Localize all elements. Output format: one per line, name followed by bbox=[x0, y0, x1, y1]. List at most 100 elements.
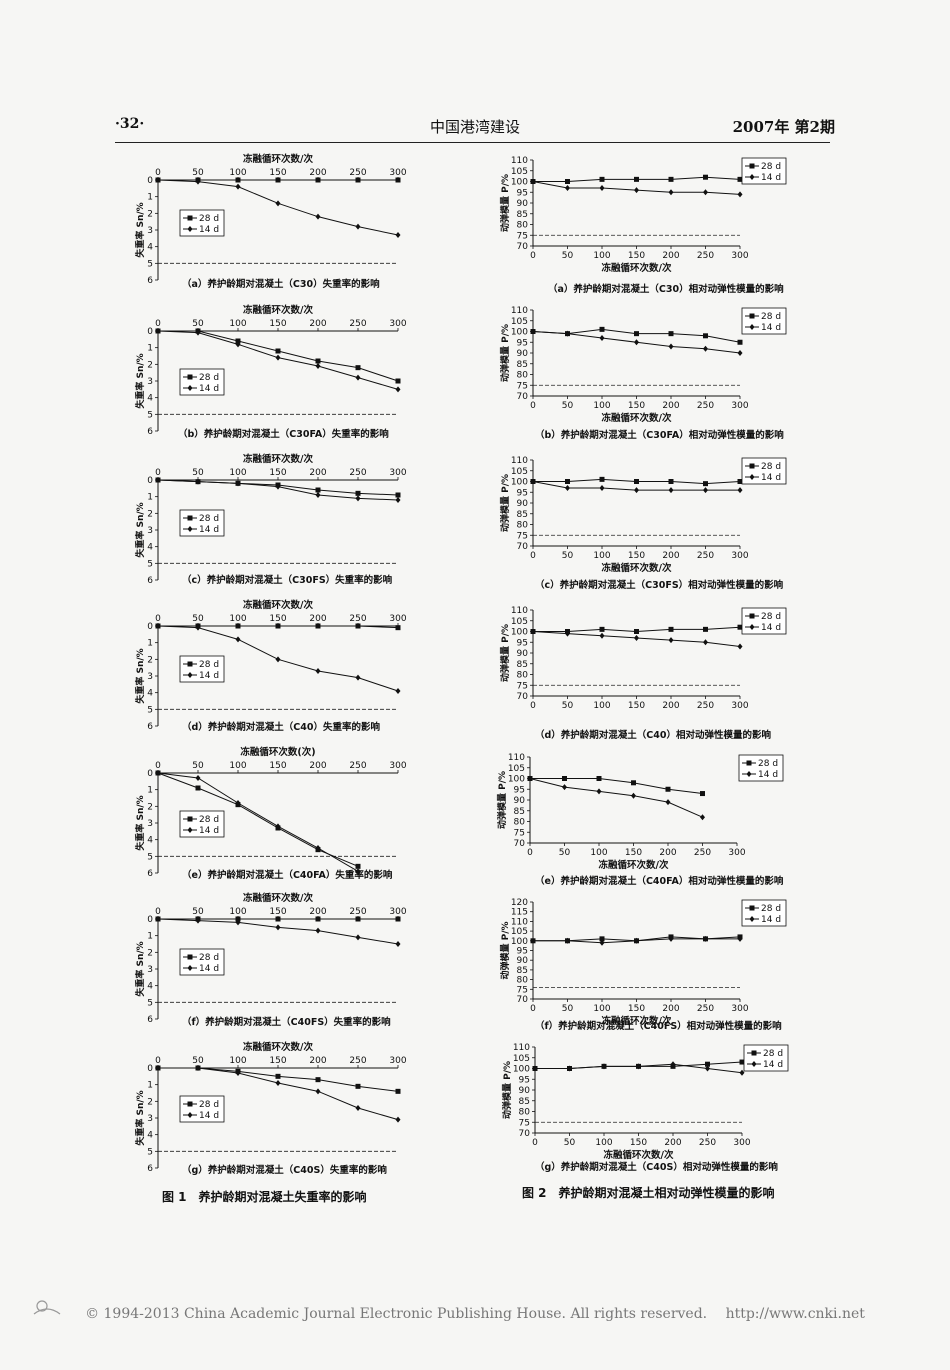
x-tick-label: 150 bbox=[269, 614, 286, 624]
data-point bbox=[155, 477, 161, 483]
x-tick-label: 200 bbox=[659, 848, 676, 858]
series-line bbox=[157, 179, 399, 236]
legend: 28 d14 d bbox=[179, 509, 225, 537]
legend-label: 14 d bbox=[761, 173, 781, 183]
data-point bbox=[195, 177, 201, 183]
y-tick-label: 75 bbox=[517, 231, 528, 241]
data-point bbox=[155, 177, 161, 183]
y-tick-label: 2 bbox=[147, 1097, 153, 1107]
x-tick-label: 200 bbox=[309, 761, 326, 771]
x-tick-label: 100 bbox=[229, 168, 246, 178]
x-axis-title: 冻融循环次数/次 bbox=[602, 1015, 672, 1027]
series-14d bbox=[155, 770, 361, 875]
data-point bbox=[567, 1066, 572, 1071]
legend-box bbox=[741, 307, 787, 335]
data-point bbox=[634, 629, 639, 634]
legend-label: 28 d bbox=[199, 373, 219, 383]
y-tick-label: 0 bbox=[147, 327, 153, 337]
data-point bbox=[737, 935, 743, 942]
y-tick-label: 3 bbox=[147, 819, 153, 829]
y-tick-label: 100 bbox=[511, 478, 528, 488]
data-point bbox=[275, 177, 281, 183]
x-tick-label: 250 bbox=[349, 761, 366, 771]
x-axis-title: 冻融循环次数/次 bbox=[243, 599, 313, 611]
chart-title: （b）养护龄期对混凝土（C30FA）相对动弹性模量的影响 bbox=[535, 429, 784, 441]
y-tick-label: 75 bbox=[514, 828, 525, 838]
series-28d bbox=[155, 328, 401, 384]
data-point bbox=[562, 784, 567, 791]
data-point bbox=[670, 1063, 676, 1069]
legend: 28 d14 d bbox=[179, 368, 225, 396]
legend-label: 14 d bbox=[199, 1111, 219, 1121]
series-14d bbox=[532, 1061, 745, 1076]
data-point bbox=[395, 916, 401, 922]
y-tick-label: 2 bbox=[147, 509, 153, 519]
y-tick-label: 95 bbox=[517, 488, 528, 498]
legend-marker bbox=[187, 226, 193, 232]
y-axis-title: 动弹模量 P/% bbox=[499, 324, 511, 382]
data-point bbox=[235, 919, 241, 926]
series-line bbox=[533, 626, 741, 633]
x-tick-label: 300 bbox=[731, 251, 748, 261]
x-tick-label: 200 bbox=[309, 1056, 326, 1066]
data-point bbox=[195, 478, 201, 485]
data-point bbox=[355, 223, 361, 230]
data-point bbox=[275, 348, 281, 354]
x-tick-label: 300 bbox=[731, 551, 748, 561]
copyright-footer: © 1994-2013 China Academic Journal Elect… bbox=[85, 1306, 865, 1322]
data-point bbox=[634, 634, 639, 641]
y-tick-label: 110 bbox=[511, 917, 528, 927]
data-point bbox=[703, 189, 708, 196]
y-axis-title: 失重率 Sn/% bbox=[134, 795, 146, 850]
y-tick-label: 90 bbox=[517, 349, 529, 359]
legend-label: 28 d bbox=[758, 759, 778, 769]
series-line bbox=[529, 778, 703, 818]
y-axis-title: 失重率 Sn/% bbox=[134, 502, 146, 557]
series-14d bbox=[530, 178, 743, 198]
x-tick-label: 50 bbox=[562, 401, 574, 411]
data-point bbox=[737, 479, 743, 484]
y-tick-label: 80 bbox=[517, 976, 529, 986]
x-tick-label: 250 bbox=[697, 401, 714, 411]
y-tick-label: 105 bbox=[511, 617, 528, 627]
data-point bbox=[565, 629, 570, 634]
data-point bbox=[530, 178, 536, 185]
y-tick-label: 5 bbox=[147, 705, 153, 715]
y-tick-label: 90 bbox=[517, 199, 529, 209]
data-point bbox=[737, 191, 743, 198]
data-point bbox=[395, 688, 401, 694]
x-tick-label: 150 bbox=[269, 468, 286, 478]
y-tick-label: 100 bbox=[511, 937, 528, 947]
data-point bbox=[700, 814, 705, 821]
data-point bbox=[355, 374, 361, 381]
y-tick-label: 105 bbox=[511, 927, 528, 937]
data-point bbox=[737, 624, 743, 630]
data-point bbox=[235, 916, 241, 922]
data-point bbox=[634, 937, 639, 944]
legend-marker bbox=[187, 374, 193, 380]
data-point bbox=[599, 939, 605, 946]
data-point bbox=[634, 479, 639, 484]
y-tick-label: 95 bbox=[517, 188, 528, 198]
x-tick-label: 150 bbox=[269, 1056, 286, 1066]
legend-box bbox=[743, 1044, 789, 1072]
data-point bbox=[565, 937, 570, 944]
legend-label: 28 d bbox=[199, 1100, 219, 1110]
data-point bbox=[705, 1061, 710, 1067]
chart-title: （d）养护龄期对混凝土（C40）相对动弹性模量的影响 bbox=[535, 729, 771, 741]
data-point bbox=[195, 178, 201, 185]
data-point bbox=[703, 936, 708, 942]
chart-title: （e）养护龄期对混凝土（C40FA）相对动弹性模量的影响 bbox=[535, 875, 784, 887]
x-tick-label: 250 bbox=[349, 168, 366, 178]
y-tick-label: 80 bbox=[517, 371, 529, 381]
y-tick-label: 1 bbox=[147, 344, 153, 354]
x-tick-label: 0 bbox=[155, 761, 161, 771]
data-point bbox=[565, 179, 570, 184]
y-tick-label: 80 bbox=[514, 818, 526, 828]
y-tick-label: 85 bbox=[517, 360, 528, 370]
